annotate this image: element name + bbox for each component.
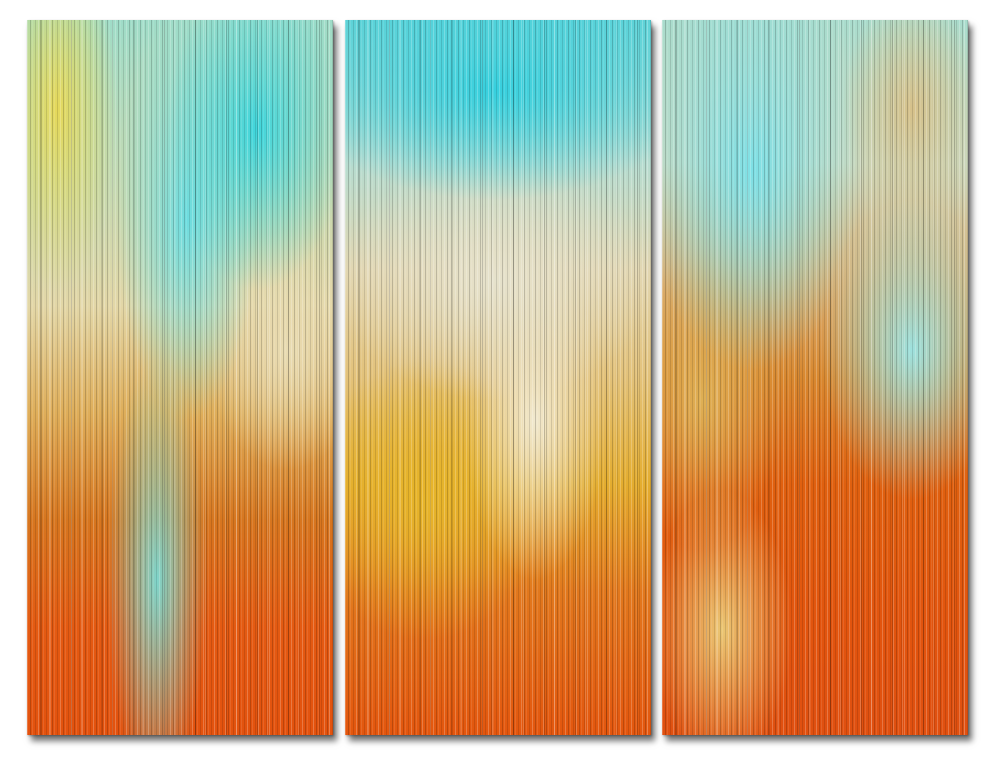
canvas-panel bbox=[345, 20, 651, 735]
canvas-panel bbox=[27, 20, 333, 735]
texture bbox=[662, 20, 968, 735]
texture bbox=[27, 20, 333, 735]
texture bbox=[345, 20, 651, 735]
canvas-panel bbox=[662, 20, 968, 735]
